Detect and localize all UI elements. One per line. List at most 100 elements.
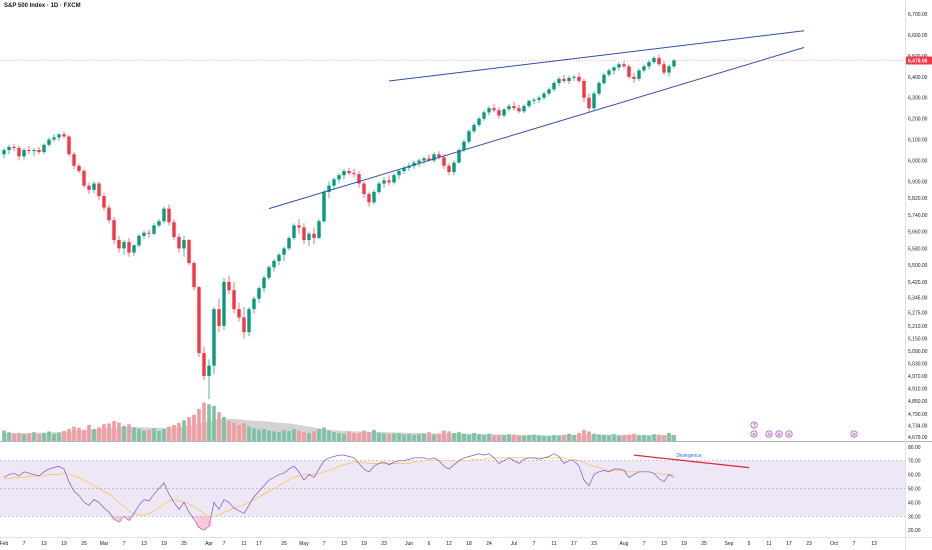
candle-body [77,165,81,171]
time-tick-label: 11 [766,541,771,547]
rsi-oversold-fill [116,516,122,522]
event-marker-label: ⊕ [787,433,791,438]
price-tick-label: 5,900.00 [908,179,928,185]
volume-bar [657,434,661,441]
candle-body [202,353,206,377]
candle-body [92,183,96,190]
candle-body [322,191,326,222]
candle-body [612,67,616,71]
event-marker-label: ⊕ [752,433,756,438]
trendline-lower [268,47,805,210]
volume-bar [442,430,446,441]
candle-body [332,179,336,186]
volume-bar [522,435,526,441]
volume-bar [247,426,251,441]
volume-bar [77,427,81,441]
volume-bar [357,433,361,441]
volume-bar [347,431,351,441]
volume-bar [597,434,601,441]
volume-bar [142,430,146,441]
volume-bar [402,434,406,441]
candle-body [667,66,671,73]
rsi-tick-label: 20.00 [908,528,921,534]
candle-body [307,233,311,241]
volume-bar [437,433,441,441]
volume-bar [662,435,666,441]
volume-bar [272,431,276,441]
candle-body [357,174,361,184]
candle-body [317,221,321,238]
time-tick-label: 13 [871,541,877,547]
time-tick-label: 7 [23,541,26,547]
volume-bar [627,434,631,441]
price-tick-label: 5,580.00 [908,246,928,252]
candle-body [627,66,631,77]
candle-body [272,260,276,268]
volume-bar [372,429,376,441]
candle-body [372,191,376,203]
volume-bar [172,425,176,441]
rsi-tick-label: 70.00 [908,459,921,465]
candle-body [212,309,216,366]
volume-bar [432,434,436,441]
candle-body [502,109,506,116]
time-tick-label: Oct [830,541,838,547]
event-marker [775,430,783,438]
volume-bar [97,427,101,441]
volume-bar [387,434,391,441]
volume-bar [602,435,606,441]
volume-bar [277,432,281,441]
candle-body [282,248,286,255]
volume-bar [307,433,311,441]
candle-body [277,254,281,261]
candle-body [247,309,251,333]
candle-body [132,245,136,253]
time-tick-label: 12 [446,541,452,547]
time-tick-label: 17 [256,541,262,547]
volume-bar [327,430,331,441]
candle-body [197,287,201,354]
candle-body [467,131,471,142]
candle-body [647,62,651,67]
volume-bar [232,422,236,441]
volume-bar [377,432,381,441]
event-marker [750,421,758,429]
rsi-oversold-fill [196,516,202,528]
volume-bar [32,432,36,441]
time-tick-label: 25 [181,541,187,547]
time-tick-label: 19 [161,541,167,547]
candle-body [507,106,511,110]
rsi-tick-label: 60.00 [908,473,921,479]
volume-bar [392,433,396,441]
volume-bar [17,433,21,441]
volume-bar [577,433,581,441]
volume-bar [622,435,626,441]
candle-body [287,237,291,249]
event-marker-label: ⊕ [777,433,781,438]
candle-body [67,136,71,155]
candle-body [662,64,666,73]
candle-body [537,97,541,100]
candle-body [672,60,676,67]
volume-bar [62,431,66,441]
price-tick-label: 4,790.00 [908,412,928,418]
candle-body [587,97,591,109]
candle-body [337,175,341,180]
price-tick-label: 4,850.00 [908,399,928,405]
candle-body [82,170,86,186]
volume-bar [527,435,531,441]
candle-body [582,80,586,98]
volume-bar [47,431,51,441]
candle-body [422,158,426,161]
candle-body [227,281,231,291]
candle-body [72,154,76,166]
candle-body [432,154,436,161]
candle-body [107,207,111,221]
price-tick-label: 6,200.00 [908,117,928,123]
volume-bar [132,427,136,441]
volume-bar [92,429,96,441]
candle-body [157,221,161,226]
volume-bar [562,434,566,441]
candle-body [522,106,526,112]
